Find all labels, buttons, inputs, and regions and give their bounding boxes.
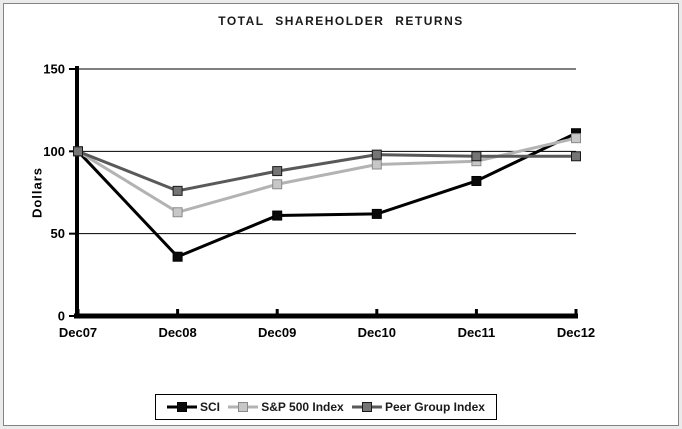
legend-label: SCI [200,400,221,414]
legend: SCI S&P 500 Index Peer Group Index [155,394,497,420]
svg-text:150: 150 [43,62,65,77]
svg-text:100: 100 [43,144,65,159]
legend-item-s-p-500-index: S&P 500 Index [228,400,344,414]
legend-label: S&P 500 Index [261,400,344,414]
legend-label: Peer Group Index [384,400,485,414]
legend-marker-icon [228,402,259,412]
legend-item-peer-group-index: Peer Group Index [351,400,485,414]
svg-text:Dec12: Dec12 [557,325,595,340]
svg-text:Dec08: Dec08 [158,325,196,340]
svg-text:Dec10: Dec10 [358,325,396,340]
svg-text:Dec09: Dec09 [258,325,296,340]
svg-text:50: 50 [51,226,65,241]
svg-text:Dec11: Dec11 [458,325,496,340]
legend-marker-icon [351,402,382,412]
legend-item-sci: SCI [167,400,220,414]
legend-marker-icon [167,402,197,412]
svg-text:Dec07: Dec07 [59,325,97,340]
svg-text:0: 0 [58,309,65,324]
chart-title: TOTAL SHAREHOLDER RETURNS [218,14,464,28]
